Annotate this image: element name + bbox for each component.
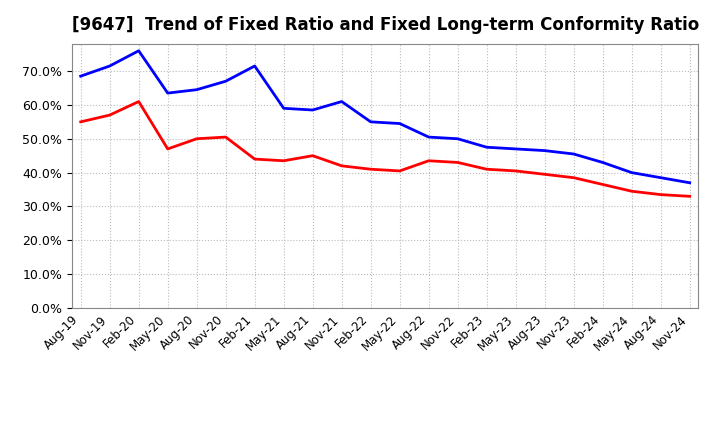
- Fixed Long-term Conformity Ratio: [251, 157, 259, 162]
- Fixed Ratio: [627, 170, 636, 175]
- Fixed Ratio: [570, 151, 578, 157]
- Fixed Long-term Conformity Ratio: [76, 119, 85, 125]
- Title: [9647]  Trend of Fixed Ratio and Fixed Long-term Conformity Ratio: [9647] Trend of Fixed Ratio and Fixed Lo…: [71, 16, 699, 34]
- Fixed Long-term Conformity Ratio: [454, 160, 462, 165]
- Fixed Long-term Conformity Ratio: [657, 192, 665, 197]
- Fixed Ratio: [424, 135, 433, 140]
- Fixed Ratio: [598, 160, 607, 165]
- Fixed Ratio: [482, 145, 491, 150]
- Fixed Long-term Conformity Ratio: [105, 113, 114, 118]
- Fixed Long-term Conformity Ratio: [192, 136, 201, 141]
- Fixed Ratio: [338, 99, 346, 104]
- Fixed Ratio: [366, 119, 375, 125]
- Fixed Long-term Conformity Ratio: [308, 153, 317, 158]
- Fixed Long-term Conformity Ratio: [395, 168, 404, 173]
- Fixed Ratio: [511, 146, 520, 151]
- Line: Fixed Long-term Conformity Ratio: Fixed Long-term Conformity Ratio: [81, 102, 690, 196]
- Fixed Ratio: [135, 48, 143, 53]
- Fixed Ratio: [163, 91, 172, 96]
- Fixed Long-term Conformity Ratio: [482, 167, 491, 172]
- Fixed Ratio: [541, 148, 549, 153]
- Fixed Ratio: [221, 79, 230, 84]
- Fixed Long-term Conformity Ratio: [598, 182, 607, 187]
- Fixed Ratio: [657, 175, 665, 180]
- Fixed Long-term Conformity Ratio: [338, 163, 346, 169]
- Fixed Long-term Conformity Ratio: [221, 135, 230, 140]
- Fixed Ratio: [279, 106, 288, 111]
- Fixed Long-term Conformity Ratio: [424, 158, 433, 163]
- Fixed Ratio: [105, 63, 114, 69]
- Fixed Long-term Conformity Ratio: [366, 167, 375, 172]
- Fixed Ratio: [251, 63, 259, 69]
- Fixed Long-term Conformity Ratio: [279, 158, 288, 163]
- Fixed Ratio: [685, 180, 694, 185]
- Fixed Long-term Conformity Ratio: [541, 172, 549, 177]
- Fixed Ratio: [76, 73, 85, 79]
- Fixed Long-term Conformity Ratio: [511, 168, 520, 173]
- Fixed Ratio: [192, 87, 201, 92]
- Fixed Ratio: [454, 136, 462, 141]
- Fixed Long-term Conformity Ratio: [685, 194, 694, 199]
- Fixed Ratio: [395, 121, 404, 126]
- Fixed Long-term Conformity Ratio: [163, 146, 172, 151]
- Fixed Long-term Conformity Ratio: [135, 99, 143, 104]
- Fixed Ratio: [308, 107, 317, 113]
- Fixed Long-term Conformity Ratio: [570, 175, 578, 180]
- Fixed Long-term Conformity Ratio: [627, 189, 636, 194]
- Line: Fixed Ratio: Fixed Ratio: [81, 51, 690, 183]
